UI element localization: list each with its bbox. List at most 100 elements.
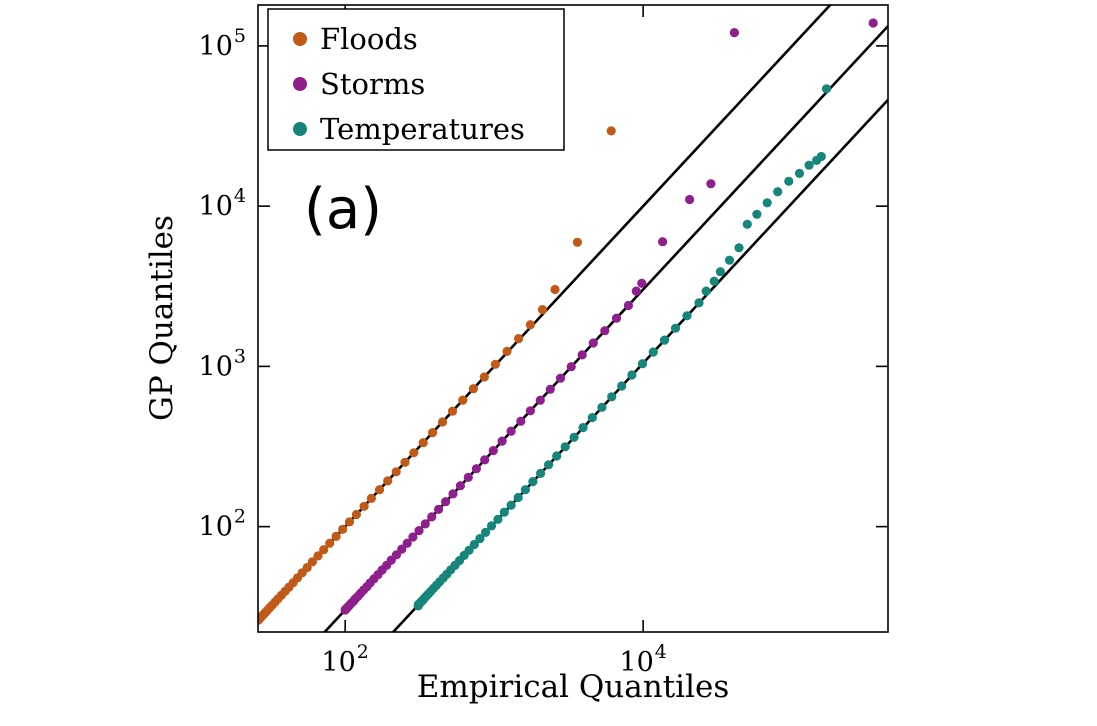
point-temperatures [724, 255, 735, 265]
legend-entry-floods: Floods [293, 22, 418, 56]
point-temperatures [552, 451, 562, 461]
point-temperatures [486, 521, 497, 531]
legend-label-temperatures: Temperatures [320, 112, 525, 146]
tick-label: 103 [199, 345, 246, 382]
legend: Floods Storms Temperatures [267, 8, 565, 151]
point-floods [428, 428, 438, 438]
point-storms [868, 18, 878, 28]
point-floods [447, 406, 458, 416]
point-storms [545, 384, 555, 394]
point-storms [706, 179, 716, 189]
point-storms [480, 455, 490, 465]
point-floods [307, 557, 317, 567]
point-temperatures [648, 347, 658, 357]
point-temperatures [821, 84, 832, 94]
point-temperatures [762, 198, 772, 208]
point-floods [572, 237, 583, 247]
point-temperatures [536, 468, 546, 478]
point-floods [502, 346, 512, 356]
point-storms [427, 512, 437, 522]
temperatures-marker-icon [293, 122, 307, 136]
point-floods [418, 438, 428, 448]
point-storms [463, 472, 473, 482]
point-floods [409, 448, 419, 458]
point-storms [525, 406, 536, 416]
tick-label: 104 [199, 185, 246, 222]
point-storms [434, 504, 444, 514]
point-temperatures [475, 534, 485, 544]
point-temperatures [682, 311, 692, 321]
point-storms [637, 278, 647, 288]
legend-label-storms: Storms [320, 67, 425, 101]
point-storms [448, 489, 458, 499]
point-temperatures [569, 432, 579, 442]
point-floods [479, 372, 489, 382]
floods-marker-icon [293, 32, 307, 46]
point-floods [514, 334, 524, 344]
point-temperatures [544, 460, 554, 470]
point-floods [366, 493, 376, 503]
point-temperatures [816, 151, 826, 162]
point-temperatures [742, 219, 752, 229]
x-axis-label: Empirical Quantiles [417, 669, 730, 705]
panel-label: (a) [304, 177, 382, 242]
point-floods [490, 359, 500, 369]
point-floods [383, 476, 393, 486]
point-floods [313, 551, 323, 561]
legend-box [267, 8, 565, 151]
scatter-points-layer [258, 18, 878, 625]
point-storms [414, 526, 424, 536]
point-temperatures [627, 370, 637, 380]
tick-label: 105 [199, 25, 246, 62]
tick-label: 102 [199, 506, 246, 543]
legend-label-floods: Floods [320, 22, 418, 56]
point-storms [408, 532, 418, 542]
point-storms [488, 446, 498, 456]
point-floods [319, 545, 329, 555]
point-temperatures [784, 176, 794, 186]
point-temperatures [578, 423, 588, 433]
tick-label: 102 [321, 641, 368, 678]
point-floods [359, 501, 369, 511]
point-floods [391, 467, 401, 477]
point-temperatures [560, 442, 570, 452]
point-floods [537, 305, 548, 315]
point-temperatures [734, 243, 744, 253]
point-storms [455, 481, 465, 491]
point-floods [331, 531, 341, 542]
point-temperatures [587, 413, 597, 423]
point-floods [437, 417, 448, 427]
axis-tick-labels: 102 104 102 103 104 105 [199, 25, 667, 678]
point-storms [631, 286, 641, 296]
axis-ticks [258, 5, 888, 632]
plot-border [257, 4, 889, 633]
point-temperatures [597, 402, 607, 412]
point-storms [420, 519, 430, 529]
point-temperatures [513, 492, 523, 503]
point-storms [516, 416, 526, 426]
point-temperatures [617, 381, 627, 391]
point-floods [351, 509, 361, 520]
point-floods [606, 126, 616, 136]
point-temperatures [752, 209, 762, 219]
point-temperatures [506, 500, 516, 510]
point-temperatures [499, 507, 509, 517]
point-storms [623, 300, 634, 311]
point-temperatures [701, 286, 711, 296]
y-axis-label: GP Quantiles [144, 215, 180, 421]
point-temperatures [715, 267, 726, 277]
point-temperatures [804, 160, 814, 170]
point-storms [506, 426, 516, 436]
point-temperatures [659, 335, 670, 345]
storms-marker-icon [293, 77, 307, 91]
point-floods [325, 538, 335, 548]
point-floods [338, 524, 348, 534]
point-floods [468, 384, 478, 394]
point-storms [535, 395, 545, 405]
point-temperatures [670, 323, 681, 333]
point-temperatures [709, 276, 719, 286]
point-storms [441, 497, 451, 507]
tick-label: 104 [619, 641, 666, 678]
point-storms [566, 362, 576, 372]
